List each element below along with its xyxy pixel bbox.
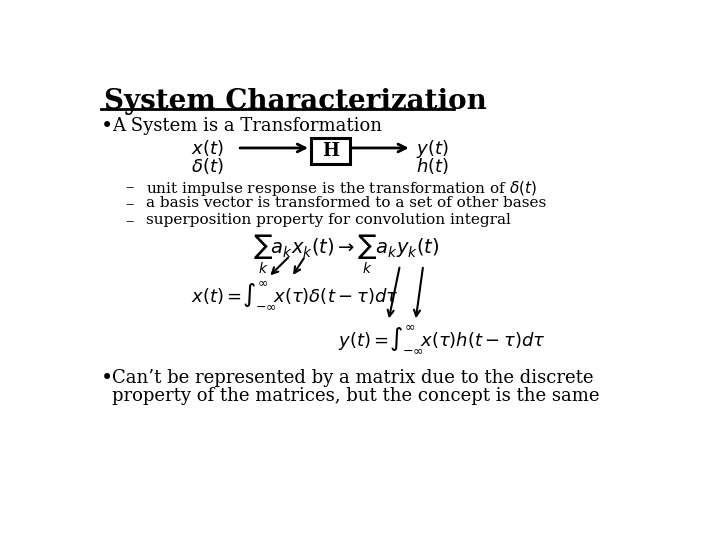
Text: $x(t)$: $x(t)$ — [191, 138, 223, 158]
Text: H: H — [322, 142, 338, 160]
Text: •: • — [101, 369, 113, 388]
Text: $h(t)$: $h(t)$ — [415, 156, 449, 176]
Text: •: • — [101, 117, 113, 136]
Text: –: – — [125, 195, 133, 213]
Text: A System is a Transformation: A System is a Transformation — [112, 117, 382, 135]
Text: $y(t)=\!\int_{-\infty}^{\infty}\! x(\tau)h(t-\tau)d\tau$: $y(t)=\!\int_{-\infty}^{\infty}\! x(\tau… — [338, 323, 546, 355]
Text: $x(t)=\!\int_{-\infty}^{\infty}\! x(\tau)\delta(t-\tau)d\tau$: $x(t)=\!\int_{-\infty}^{\infty}\! x(\tau… — [191, 279, 398, 311]
Text: $\sum_k a_k x_k(t) \rightarrow \sum_k a_k y_k(t)$: $\sum_k a_k x_k(t) \rightarrow \sum_k a_… — [253, 233, 439, 276]
Text: –: – — [125, 179, 133, 196]
Bar — [311, 138, 350, 164]
Text: System Characterization: System Characterization — [104, 88, 487, 115]
Text: property of the matrices, but the concept is the same: property of the matrices, but the concep… — [112, 387, 599, 404]
Text: $\delta(t)$: $\delta(t)$ — [191, 156, 223, 176]
Text: unit impulse response is the transformation of $\delta(t)$: unit impulse response is the transformat… — [145, 179, 537, 198]
Text: $y(t)$: $y(t)$ — [415, 138, 448, 160]
Text: superposition property for convolution integral: superposition property for convolution i… — [145, 213, 510, 227]
Text: a basis vector is transformed to a set of other bases: a basis vector is transformed to a set o… — [145, 195, 546, 210]
Text: –: – — [125, 213, 133, 230]
Text: Can’t be represented by a matrix due to the discrete: Can’t be represented by a matrix due to … — [112, 369, 593, 387]
